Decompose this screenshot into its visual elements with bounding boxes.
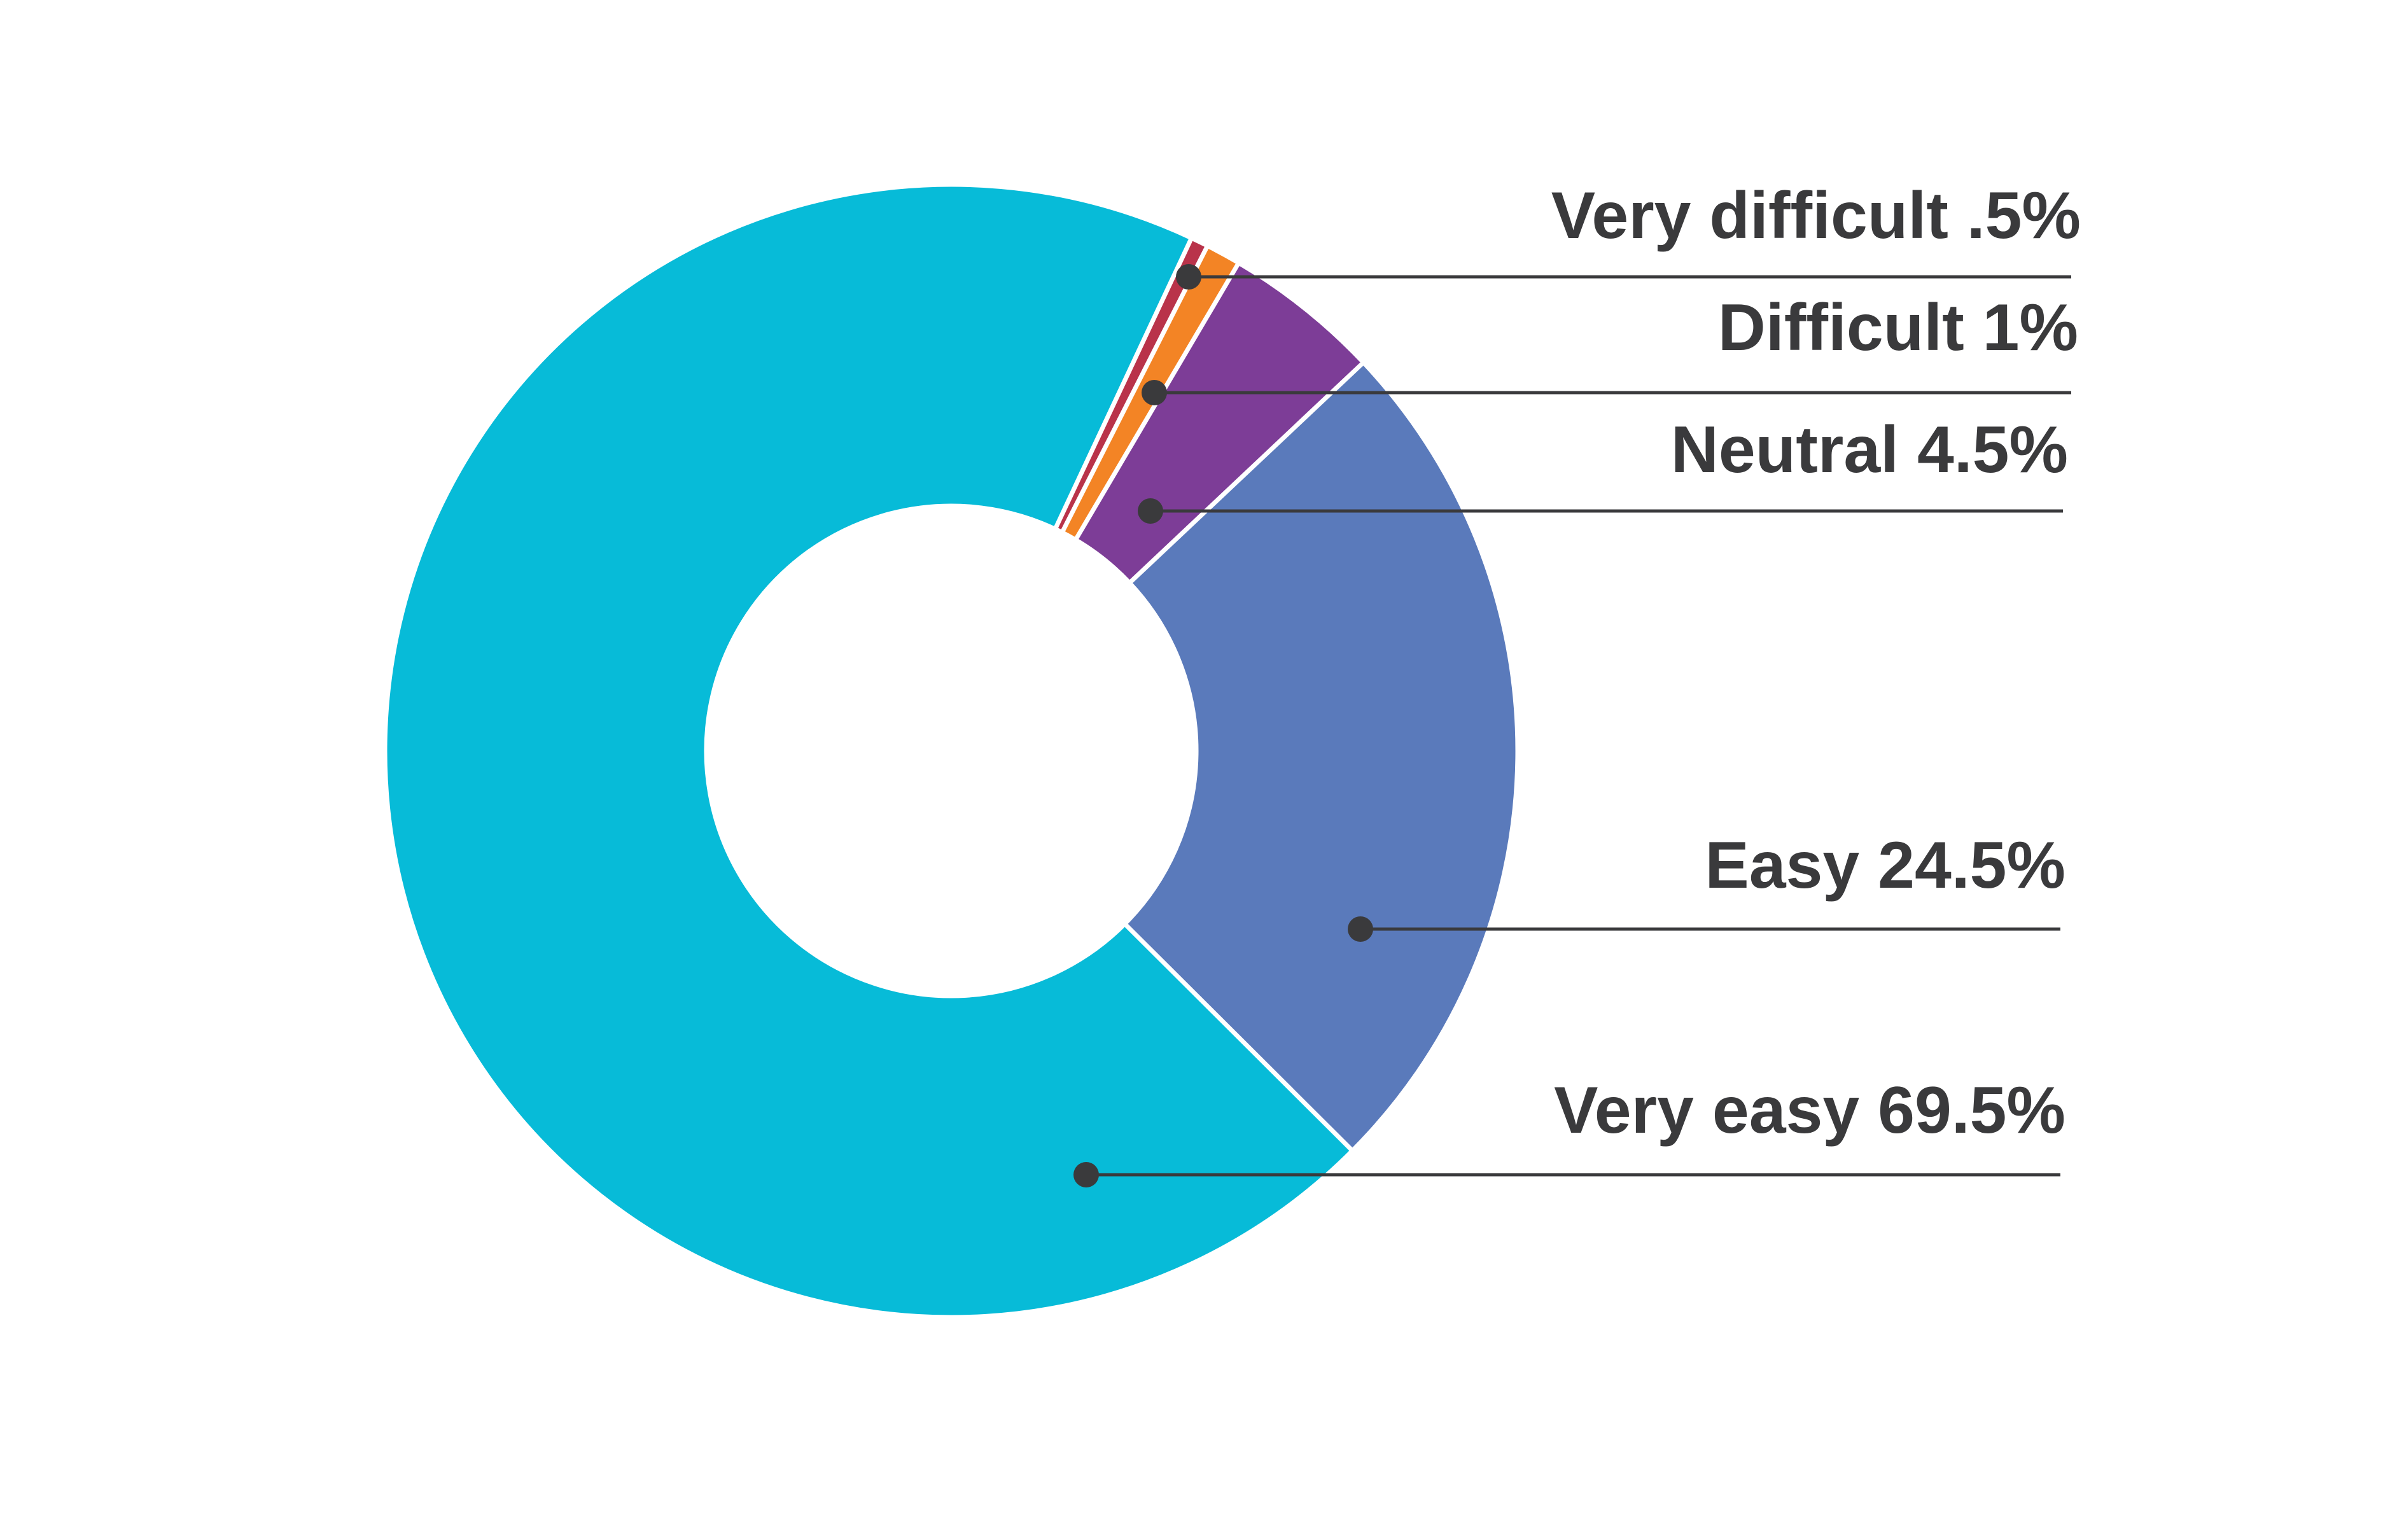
label-difficult: Difficult 1%: [1718, 291, 2078, 365]
callout-dot-neutral: [1138, 498, 1163, 524]
callout-dot-very-difficult: [1176, 264, 1201, 290]
callout-labels: Very difficult .5% Difficult 1% Neutral 4.…: [1551, 179, 2081, 1147]
callout-dot-difficult: [1142, 380, 1167, 405]
label-very-easy: Very easy 69.5%: [1554, 1074, 2065, 1147]
label-easy: Easy 24.5%: [1705, 829, 2065, 902]
slice-very-easy: [382, 182, 1355, 1320]
label-neutral: Neutral 4.5%: [1671, 413, 2068, 487]
callout-leader-lines: [1073, 264, 2071, 1187]
label-very-difficult: Very difficult .5%: [1551, 179, 2081, 253]
slice-easy: [1122, 360, 1520, 1153]
callout-dot-easy: [1348, 916, 1373, 942]
callout-dot-very-easy: [1073, 1162, 1099, 1187]
donut-slices: [382, 182, 1520, 1320]
